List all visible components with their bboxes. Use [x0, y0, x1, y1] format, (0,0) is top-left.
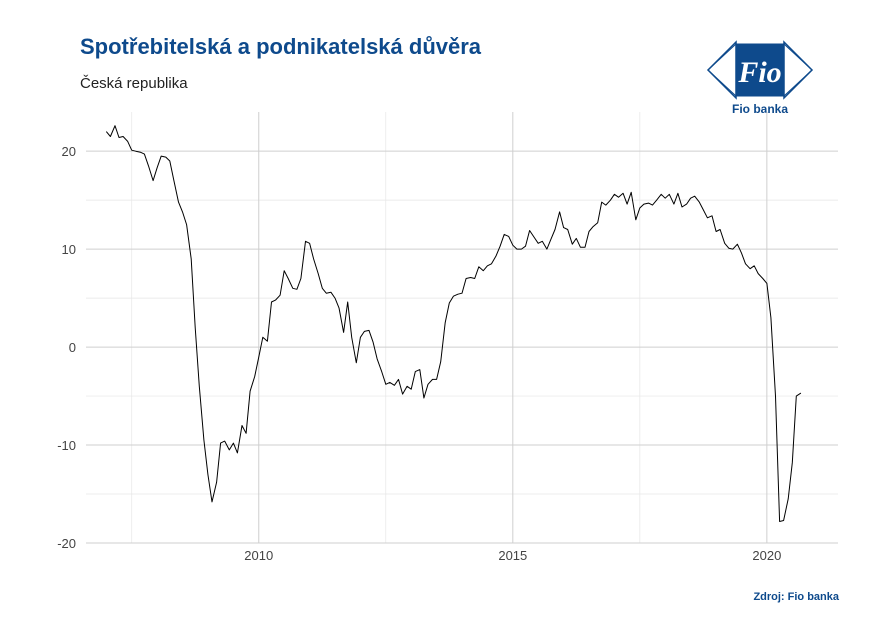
y-tick-label: 20 — [62, 144, 76, 159]
chart-title: Spotřebitelská a podnikatelská důvěra — [80, 34, 482, 59]
chart-grid — [86, 112, 838, 544]
chart-tick-labels: -20 -10 0 10 20 2010 2015 2020 — [57, 144, 781, 563]
chart-subtitle: Česká republika — [80, 75, 188, 92]
logo-outline — [707, 43, 813, 97]
x-tick-label: 2015 — [498, 548, 527, 563]
y-tick-label: 0 — [69, 340, 76, 355]
fio-logo-icon: Fio — [706, 40, 814, 100]
source-note: Zdroj: Fio banka — [753, 591, 839, 603]
logo-mark: Fio — [737, 56, 781, 89]
x-tick-label: 2020 — [752, 548, 781, 563]
logo-name: Fio banka — [731, 102, 788, 116]
logo-box — [736, 44, 784, 96]
series-line — [105, 125, 802, 522]
x-tick-label: 2010 — [244, 548, 273, 563]
y-tick-label: -20 — [57, 536, 76, 551]
y-tick-label: -10 — [57, 438, 76, 453]
y-tick-label: 10 — [62, 242, 76, 257]
